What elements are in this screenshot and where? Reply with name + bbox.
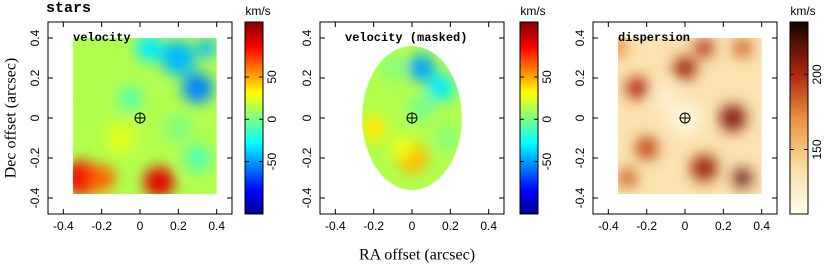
map-blobs (362, 54, 458, 174)
x-tick-label: -0.2 (363, 219, 384, 233)
y-tick-label: 0.4 (573, 29, 587, 46)
map-blob (732, 38, 753, 58)
map-blob (136, 38, 163, 62)
x-tick-label: 0 (137, 219, 144, 233)
map-blob (625, 76, 649, 100)
y-tick-label: 0 (28, 114, 42, 121)
y-tick-label: 0.2 (300, 69, 314, 86)
map-blob (390, 136, 414, 160)
map-blob (427, 74, 455, 102)
map (362, 46, 462, 190)
colorbar-tick-label: 0 (540, 116, 554, 123)
figure-title: stars (46, 0, 91, 17)
map-blob (105, 122, 137, 154)
y-tick-label: 0 (300, 114, 314, 121)
map-blob (118, 86, 142, 110)
map-blob (654, 86, 678, 110)
colorbar-label: km/s (790, 4, 815, 18)
y-tick-label: -0.4 (28, 187, 42, 208)
map-blob (635, 136, 659, 160)
panel-label: dispersion (618, 31, 690, 45)
map-blob (88, 164, 116, 192)
x-tick-label: 0.4 (753, 219, 770, 233)
colorbar-tick-label: 50 (265, 70, 279, 84)
x-tick-label: 0.2 (170, 219, 187, 233)
x-tick-label: 0.4 (208, 219, 225, 233)
colorbar-tick-label: 50 (540, 70, 554, 84)
map-blob (76, 52, 108, 84)
panel-label: velocity (masked) (345, 31, 467, 45)
y-tick-label: 0.4 (28, 29, 42, 46)
x-tick-label: -0.2 (636, 219, 657, 233)
map-blob (732, 168, 753, 188)
y-tick-label: 0.2 (573, 69, 587, 86)
x-tick-label: 0 (682, 219, 689, 233)
colorbar-tick-label: 150 (810, 139, 824, 159)
map-blob (694, 38, 714, 58)
y-tick-label: -0.2 (573, 147, 587, 168)
colorbar-tick-label: 0 (265, 116, 279, 123)
map-blob (164, 114, 192, 142)
x-tick-label: 0 (409, 219, 416, 233)
x-tick-label: 0.2 (715, 219, 732, 233)
y-axis-label: Dec offset (arcsec) (3, 58, 20, 179)
map-blob (673, 56, 697, 80)
y-tick-label: -0.2 (28, 147, 42, 168)
y-tick-label: -0.2 (300, 147, 314, 168)
map-blob (617, 38, 628, 58)
map-blob (161, 40, 196, 76)
x-tick-label: -0.4 (53, 219, 74, 233)
map-blob (197, 38, 217, 58)
colorbar (789, 21, 809, 215)
x-tick-label: 0.2 (442, 219, 459, 233)
colorbar-tick-label: 200 (810, 64, 824, 84)
map-blob (362, 114, 388, 142)
y-tick-label: -0.4 (300, 187, 314, 208)
x-tick-label: -0.4 (598, 219, 619, 233)
colorbar (519, 21, 539, 215)
map-blob (435, 126, 458, 150)
y-tick-label: 0.4 (300, 29, 314, 46)
map-blob (410, 96, 434, 120)
colorbar (244, 21, 264, 215)
colorbar-tick-label: -50 (265, 153, 279, 171)
map (72, 38, 217, 194)
map-blob (182, 72, 213, 104)
y-tick-label: 0.2 (28, 69, 42, 86)
x-tick-label: -0.2 (91, 219, 112, 233)
colorbar-tick-label: -50 (540, 153, 554, 171)
panel-label: velocity (73, 31, 131, 45)
colorbar-label: km/s (245, 4, 270, 18)
map-blob (143, 166, 175, 194)
x-tick-label: -0.4 (325, 219, 346, 233)
map-blobs (617, 38, 753, 188)
map-blob (408, 54, 436, 82)
x-axis-label: RA offset (arcsec) (359, 247, 475, 264)
map-blob (690, 154, 718, 182)
map-blob (381, 56, 405, 80)
x-tick-label: 0.4 (480, 219, 497, 233)
map-blob (719, 104, 747, 132)
y-tick-label: 0 (573, 114, 587, 121)
map-blob (617, 168, 638, 188)
colorbar-label: km/s (520, 4, 545, 18)
map-blobs (72, 38, 217, 194)
map-blob (184, 144, 211, 172)
y-tick-label: -0.4 (573, 187, 587, 208)
